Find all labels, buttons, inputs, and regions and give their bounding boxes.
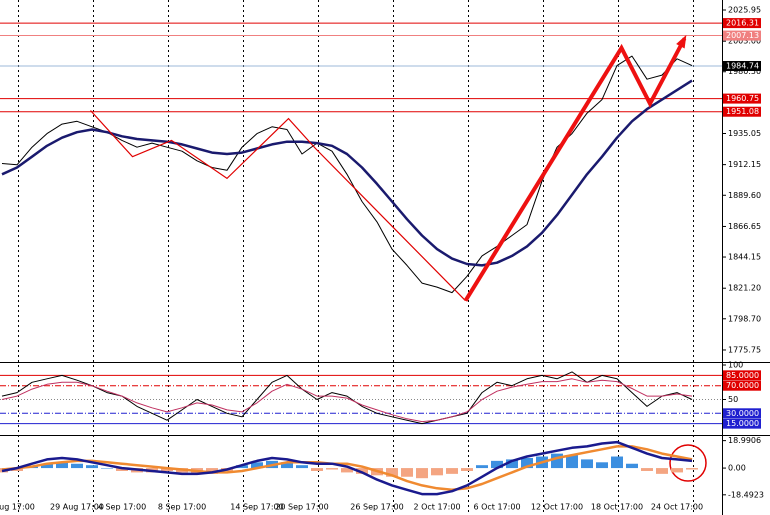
level-label-bg [723, 380, 761, 391]
histogram-bar [386, 468, 398, 477]
x-tick-label: 2 Oct 17:00 [413, 503, 460, 512]
level-label-bg [723, 60, 761, 71]
y-tick-label: 1912.15 [728, 160, 761, 169]
level-label-bg [723, 93, 761, 104]
histogram-bar [566, 455, 578, 469]
y-tick-label: 2003.00 [728, 37, 761, 46]
level-label-bg [723, 30, 761, 41]
y-tick-label: 1980.50 [728, 67, 761, 76]
y-tick-label: 1821.20 [728, 284, 761, 293]
histogram-bar [311, 468, 323, 471]
x-tick-label: 8 Sep 17:00 [158, 503, 206, 512]
histogram-bar [71, 463, 83, 469]
level-label: 1951.08 [726, 107, 759, 116]
level-label-bg [723, 106, 761, 117]
histogram-bar [461, 468, 473, 471]
x-tick-label: 20 Sep 17:00 [275, 503, 328, 512]
histogram-bar [41, 463, 53, 469]
histogram-bar [506, 459, 518, 469]
histogram-bar [116, 468, 128, 471]
histogram-bar [236, 465, 248, 469]
series-line [1, 79, 693, 267]
histogram-bar [581, 459, 593, 469]
series-line [1, 378, 693, 423]
histogram-bar [356, 468, 368, 474]
level-label: 15.0000 [726, 419, 759, 428]
x-tick-label: 29 Aug 17:00 [50, 503, 104, 512]
period-separators [18, 0, 694, 515]
histogram-bar [416, 468, 428, 479]
histogram-bar [296, 465, 308, 469]
histogram-bar [446, 468, 458, 474]
histogram-bar [671, 468, 683, 473]
y-tick-label: 1798.70 [728, 314, 761, 323]
histogram-bar [326, 468, 338, 470]
x-tick-label: ug 17:00 [0, 503, 35, 512]
histogram-bar [686, 468, 698, 470]
x-tick-label: 12 Oct 17:00 [531, 503, 583, 512]
histogram-bar [476, 465, 488, 469]
x-tick-label: 26 Sep 17:00 [350, 503, 403, 512]
level-label: 30.0000 [726, 409, 759, 418]
histogram-bar [206, 468, 218, 474]
histogram-bar [431, 468, 443, 476]
histogram-bar [641, 468, 653, 471]
histogram-bar [341, 468, 353, 473]
level-label: 85.0000 [726, 371, 759, 380]
level-label-bg [723, 370, 761, 381]
x-tick-label: 18 Oct 17:00 [591, 503, 643, 512]
histogram-bar [491, 460, 503, 469]
x-tick-label: 6 Oct 17:00 [473, 503, 520, 512]
level-label: 1960.75 [726, 94, 759, 103]
histogram-bar [251, 462, 263, 469]
histogram-bar [521, 457, 533, 469]
histogram-bar [596, 462, 608, 469]
x-tick-label: 14 Sep 17:00 [230, 503, 283, 512]
level-label-bg [723, 418, 761, 429]
series-line [1, 440, 693, 496]
series-line [1, 55, 693, 294]
series-line [1, 445, 693, 492]
y-tick-label: 1935.05 [728, 129, 761, 138]
y-tick-label: 50 [728, 395, 738, 404]
histogram-bar [101, 468, 113, 469]
level-label-bg [723, 408, 761, 419]
trend-line [463, 37, 687, 302]
histogram-bar [11, 468, 23, 471]
trend-line [90, 110, 466, 302]
histogram-bar [161, 468, 173, 471]
highlight-circle [669, 444, 707, 482]
histogram-bar [551, 453, 563, 469]
histogram-bar [656, 468, 668, 474]
histogram-bar [86, 465, 98, 469]
level-label: 70.0000 [726, 381, 759, 390]
y-tick-label: 1844.15 [728, 253, 761, 262]
histogram-bar [401, 468, 413, 477]
histogram-bar [56, 462, 68, 469]
y-tick-label: 100 [728, 361, 743, 370]
level-label-bg [723, 18, 761, 29]
y-tick-label: 1889.60 [728, 191, 761, 200]
x-tick-label: 24 Oct 17:00 [651, 503, 703, 512]
x-tick-label: 4 Sep 17:00 [98, 503, 146, 512]
arrow-head [676, 34, 687, 49]
histogram-bar [281, 462, 293, 469]
level-label: 2007.13 [726, 31, 759, 40]
y-tick-label: -18.4923 [728, 490, 764, 499]
histogram-bar [626, 463, 638, 469]
y-tick-label: 1866.65 [728, 222, 761, 231]
level-label: 1984.74 [726, 61, 759, 70]
histogram-bar [611, 456, 623, 469]
level-label: 2016.31 [726, 19, 759, 28]
y-tick-label: 1775.75 [728, 345, 761, 354]
y-tick-label: 18.9906 [728, 436, 761, 445]
y-tick-label: 2025.95 [728, 5, 761, 14]
y-tick-label: 0.00 [728, 464, 746, 473]
